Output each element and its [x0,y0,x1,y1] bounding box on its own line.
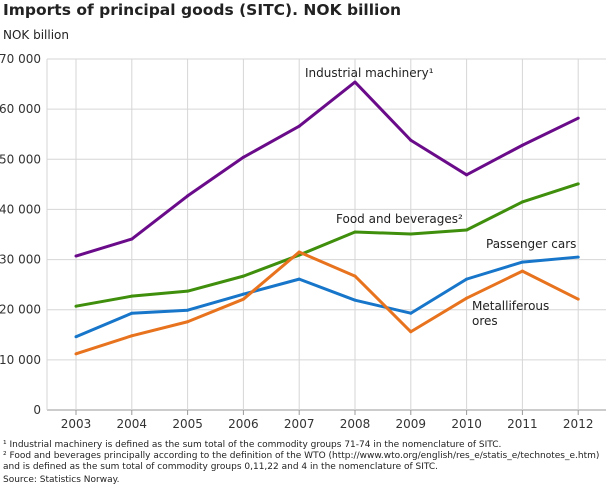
legend-label-1: Food and beverages² [336,212,463,226]
x-tick-label: 2004 [117,417,148,431]
y-tick-label: 50 000 [0,152,41,166]
data-point [241,292,245,296]
line-chart: 0 10 000 20 000 30 000 40 000 50 000 60 000 70 … [0,52,606,431]
data-point [241,297,245,301]
y-tick-label: 10 000 [0,353,41,367]
data-point [465,173,469,177]
series-line-3 [75,250,579,356]
data-point [576,116,580,120]
y-tick-label: 0 [33,403,41,417]
x-tick-label: 2011 [507,417,538,431]
data-point [297,250,301,254]
data-point [353,80,357,84]
data-point [130,237,134,241]
data-point [465,228,469,232]
x-tick-label: 2006 [228,417,259,431]
data-point [520,269,524,273]
data-point [130,311,134,315]
y-axis-label: NOK billion [3,28,70,42]
footnote-1: ¹ Industrial machinery is defined as the… [3,440,502,450]
data-point [241,155,245,159]
legend-label-0: Industrial machinery¹ [305,66,434,80]
series-line-1 [75,182,579,308]
data-point [74,304,78,308]
x-tick-label: 2010 [451,417,482,431]
x-tick-label: 2007 [284,417,315,431]
data-point [130,294,134,298]
data-point [186,320,190,324]
data-point [576,255,580,259]
data-point [353,230,357,234]
y-tick-label: 40 000 [0,202,41,216]
source-note: Source: Statistics Norway. [3,475,120,485]
data-point [186,194,190,198]
data-point [520,143,524,147]
data-point [409,138,413,142]
x-tick-label: 2012 [563,417,594,431]
x-tick-label: 2008 [340,417,371,431]
series-line-0 [75,80,579,258]
data-point [409,330,413,334]
data-point [520,260,524,264]
data-point [576,297,580,301]
data-point [297,124,301,128]
data-point [186,289,190,293]
x-tick-label: 2009 [396,417,427,431]
data-point [353,298,357,302]
y-tick-label: 30 000 [0,253,41,267]
x-tick-label: 2005 [172,417,203,431]
data-point [409,311,413,315]
footnote-2: ² Food and beverages principally accordi… [3,451,600,472]
data-point [520,200,524,204]
y-tick-label: 60 000 [0,102,41,116]
data-point [576,182,580,186]
data-point [297,277,301,281]
data-point [74,254,78,258]
data-point [465,296,469,300]
y-tick-label: 20 000 [0,303,41,317]
legend-label-2: Passenger cars [486,237,576,251]
data-point [74,335,78,339]
data-point [353,274,357,278]
data-point [465,277,469,281]
chart-title: Imports of principal goods (SITC). NOK b… [3,1,402,19]
x-tick-label: 2003 [61,417,92,431]
data-point [130,334,134,338]
data-point [186,308,190,312]
y-tick-label: 70 000 [0,52,41,66]
legend-label-3: Metalliferous ores [472,299,549,328]
data-point [241,274,245,278]
data-point [409,232,413,236]
data-point [74,352,78,356]
series-line-2 [75,255,579,339]
